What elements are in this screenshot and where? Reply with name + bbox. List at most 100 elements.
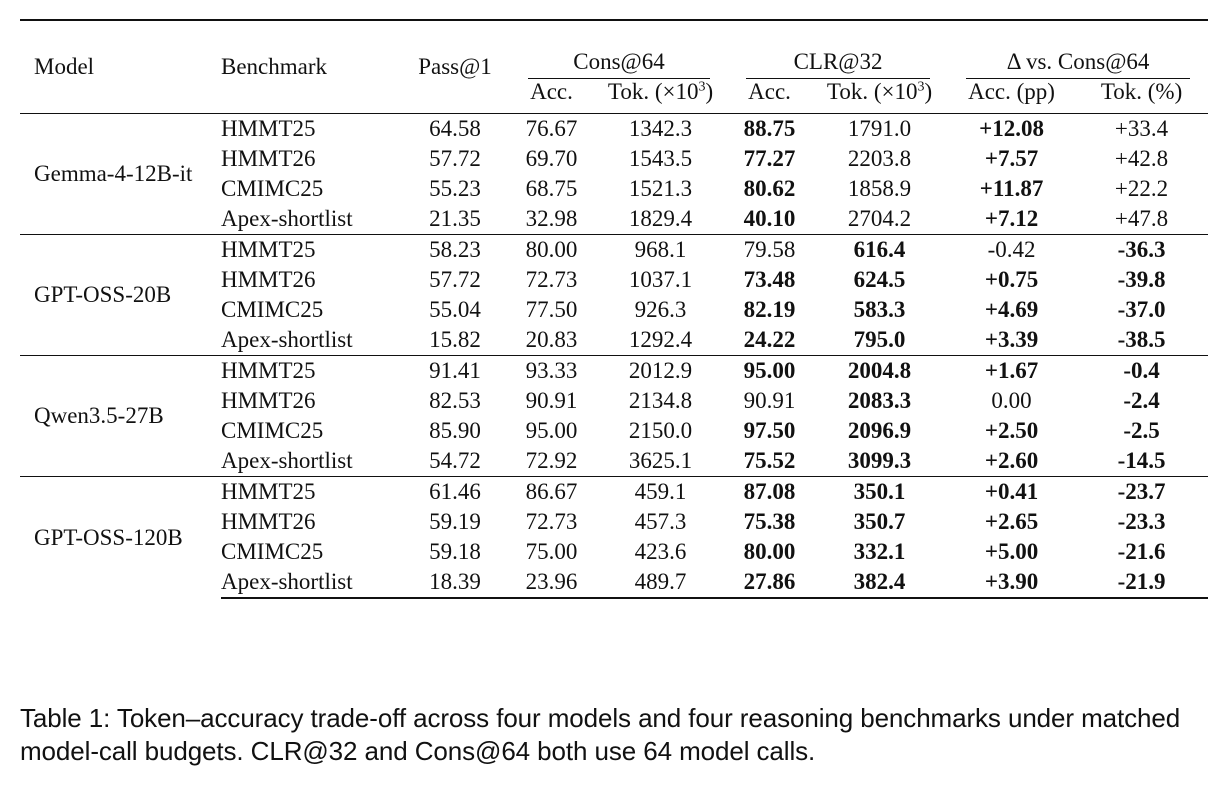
delta-tok-cell: +42.8 [1114, 146, 1169, 171]
cmidrule-clr32 [746, 78, 931, 79]
clr-tok-cell: 3099.3 [847, 448, 912, 473]
delta-tok-cell: -23.7 [1075, 476, 1209, 507]
table-row: HMMT26 59.19 72.73 457.3 75.38 350.7 +2.65 -23.… [20, 507, 1208, 537]
clr-acc-cell: 82.19 [743, 297, 796, 322]
cons-tok-cell: 1342.3 [593, 113, 729, 144]
pass1-cell: 55.23 [429, 176, 481, 201]
header-model: Model [20, 19, 221, 114]
cons-tok-cell: 2150.0 [628, 418, 693, 443]
table-row: CMIMC25 59.18 75.00 423.6 80.00 332.1 +5.00 -21… [20, 537, 1208, 567]
cons-acc-cell: 95.00 [525, 418, 578, 443]
cons-tok-cell: 2134.8 [628, 388, 693, 413]
clr-tok-cell: 350.1 [811, 476, 949, 507]
table-row: HMMT26 82.53 90.91 2134.8 90.91 2083.3 0.00 -2.… [20, 386, 1208, 416]
clr-acc-cell: 87.08 [728, 476, 812, 507]
clr-tok-cell: 1858.9 [847, 176, 912, 201]
clr-acc-cell: 79.58 [728, 234, 812, 265]
header-delta-tok: Tok. (%) [1100, 79, 1183, 104]
cons-tok-cell: 1829.4 [628, 206, 693, 231]
cmidrule-delta [966, 78, 1191, 79]
model-name-cell: GPT-OSS-20B [20, 234, 221, 356]
clr-acc-cell: 95.00 [728, 355, 812, 386]
benchmark-cell: HMMT26 [221, 146, 316, 171]
cons-tok-cell: 489.7 [593, 567, 729, 599]
clr-tok-cell: 2004.8 [811, 355, 949, 386]
cons-tok-cell: 423.6 [634, 539, 687, 564]
clr-tok-cell: 2083.3 [847, 388, 912, 413]
pass1-cell: 61.46 [400, 476, 510, 507]
pass1-cell: 57.72 [429, 146, 481, 171]
clr-tok-cell: 350.7 [853, 509, 906, 534]
cons-acc-cell: 20.83 [525, 327, 578, 352]
benchmark-cell: CMIMC25 [221, 176, 324, 201]
cons-tok-cell: 3625.1 [628, 448, 693, 473]
delta-tok-cell: -36.3 [1075, 234, 1209, 265]
delta-acc-cell: -0.42 [948, 234, 1076, 265]
table-row: HMMT26 57.72 72.73 1037.1 73.48 624.5 +0.75 -39… [20, 265, 1208, 295]
benchmark-cell: Apex-shortlist [221, 327, 353, 352]
pass1-cell: 21.35 [429, 206, 481, 231]
cons-acc-cell: 80.00 [510, 234, 593, 265]
cons-tok-cell: 1292.4 [628, 327, 693, 352]
delta-acc-cell: +11.87 [979, 176, 1044, 201]
clr-tok-cell: 616.4 [811, 234, 949, 265]
clr-acc-cell: 90.91 [743, 388, 796, 413]
clr-tok-cell: 2704.2 [847, 206, 912, 231]
delta-acc-cell: +2.65 [984, 509, 1039, 534]
header-row-sub: Acc. Tok. (×103) Acc. Tok. (×103) Acc. (… [20, 77, 1208, 114]
clr-tok-cell: 1791.0 [811, 113, 949, 144]
clr-acc-cell: 24.22 [743, 327, 796, 352]
header-row-top: Model Benchmark Pass@1 Cons@64 CLR@32 Δ … [20, 19, 1209, 114]
table-row: CMIMC25 55.23 68.75 1521.3 80.62 1858.9 +11.87… [20, 174, 1208, 204]
clr-acc-cell: 80.62 [743, 176, 796, 201]
delta-acc-cell: +5.00 [984, 539, 1039, 564]
header-cons-acc: Acc. [530, 79, 573, 104]
clr-acc-cell: 88.75 [728, 113, 812, 144]
cons-tok-cell: 457.3 [634, 509, 687, 534]
cons-acc-cell: 72.92 [525, 448, 578, 473]
cons-tok-cell: 2012.9 [593, 355, 729, 386]
table-row: Apex-shortlist 54.72 72.92 3625.1 75.52 3099.… [20, 446, 1208, 477]
cons-acc-cell: 72.73 [525, 509, 578, 534]
table-row: CMIMC25 85.90 95.00 2150.0 97.50 2096.9 +2.50 -… [20, 416, 1208, 446]
clr-tok-cell: 332.1 [853, 539, 906, 564]
clr-acc-cell: 77.27 [743, 146, 796, 171]
delta-acc-cell: +4.69 [984, 297, 1039, 322]
delta-tok-cell: -2.4 [1123, 388, 1160, 413]
clr-acc-cell: 40.10 [743, 206, 796, 231]
cons-acc-cell: 77.50 [525, 297, 578, 322]
delta-acc-cell: +0.75 [984, 267, 1039, 292]
header-clr32: CLR@32 [728, 19, 949, 79]
table-row: Gemma-4-12B-it HMMT25 64.58 76.67 1342.3 88.7… [20, 113, 1209, 235]
pass1-cell: 64.58 [400, 113, 510, 144]
delta-tok-cell: -38.5 [1117, 327, 1166, 352]
pass1-cell: 85.90 [429, 418, 481, 443]
clr-tok-cell: 795.0 [853, 327, 906, 352]
pass1-cell: 58.23 [400, 234, 510, 265]
header-cons64: Cons@64 [510, 19, 729, 79]
benchmark-cell: Apex-shortlist [221, 206, 353, 231]
clr-tok-cell: 624.5 [853, 267, 906, 292]
delta-tok-cell: +22.2 [1114, 176, 1169, 201]
benchmark-cell: HMMT25 [221, 234, 400, 265]
cmidrule-cons64 [528, 78, 711, 79]
model-name-cell: Qwen3.5-27B [20, 355, 221, 477]
delta-tok-cell: -37.0 [1117, 297, 1166, 322]
cons-acc-cell: 93.33 [510, 355, 593, 386]
cons-acc-cell: 90.91 [525, 388, 578, 413]
cons-acc-cell: 23.96 [510, 567, 593, 599]
table-row: Qwen3.5-27B HMMT25 91.41 93.33 2012.9 95.00 20… [20, 355, 1209, 477]
header-clr-tok: Tok. (×103) [826, 79, 933, 104]
pass1-cell: 82.53 [429, 388, 481, 413]
cons-acc-cell: 75.00 [525, 539, 578, 564]
clr-tok-cell: 2203.8 [847, 146, 912, 171]
table-row: CMIMC25 55.04 77.50 926.3 82.19 583.3 +4.69 -37… [20, 295, 1208, 325]
pass1-cell: 57.72 [429, 267, 481, 292]
benchmark-cell: Apex-shortlist [221, 448, 353, 473]
benchmark-cell: HMMT25 [221, 113, 400, 144]
clr-acc-cell: 73.48 [743, 267, 796, 292]
delta-acc-cell: +0.41 [948, 476, 1076, 507]
cons-tok-cell: 968.1 [593, 234, 729, 265]
cons-tok-cell: 459.1 [593, 476, 729, 507]
table-row: Apex-shortlist 15.82 20.83 1292.4 24.22 795.0… [20, 325, 1208, 356]
